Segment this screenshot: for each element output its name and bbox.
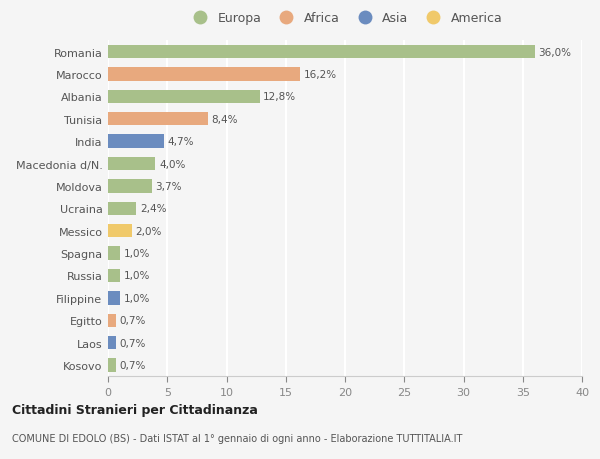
Bar (108, 247, 120, 260)
Text: 0,7%: 0,7% (120, 338, 146, 348)
Text: 2,4%: 2,4% (140, 204, 166, 214)
Text: 16,2%: 16,2% (304, 70, 337, 80)
Bar (108, 202, 136, 216)
Bar (108, 113, 208, 126)
Text: Cittadini Stranieri per Cittadinanza: Cittadini Stranieri per Cittadinanza (12, 403, 258, 416)
Bar (108, 358, 116, 372)
Text: COMUNE DI EDOLO (BS) - Dati ISTAT al 1° gennaio di ogni anno - Elaborazione TUTT: COMUNE DI EDOLO (BS) - Dati ISTAT al 1° … (12, 433, 463, 442)
Text: 0,7%: 0,7% (120, 360, 146, 370)
Legend: Europa, Africa, Asia, America: Europa, Africa, Asia, America (182, 7, 508, 30)
Text: 36,0%: 36,0% (538, 47, 571, 57)
Text: 8,4%: 8,4% (211, 114, 238, 124)
Bar (108, 224, 132, 238)
Bar (108, 157, 155, 171)
Bar (108, 314, 116, 327)
Text: 4,7%: 4,7% (167, 137, 194, 147)
Bar (108, 336, 116, 350)
Text: 0,7%: 0,7% (120, 315, 146, 325)
Text: 12,8%: 12,8% (263, 92, 296, 102)
Bar (108, 135, 164, 149)
Text: 1,0%: 1,0% (124, 293, 150, 303)
Bar (108, 68, 300, 82)
Text: 2,0%: 2,0% (135, 226, 161, 236)
Text: 1,0%: 1,0% (124, 271, 150, 281)
Text: 3,7%: 3,7% (155, 181, 182, 191)
Text: 1,0%: 1,0% (124, 248, 150, 258)
Text: 4,0%: 4,0% (159, 159, 185, 169)
Bar (108, 291, 120, 305)
Bar (108, 180, 152, 193)
Bar (108, 90, 260, 104)
Bar (108, 269, 120, 283)
Bar (108, 46, 535, 59)
